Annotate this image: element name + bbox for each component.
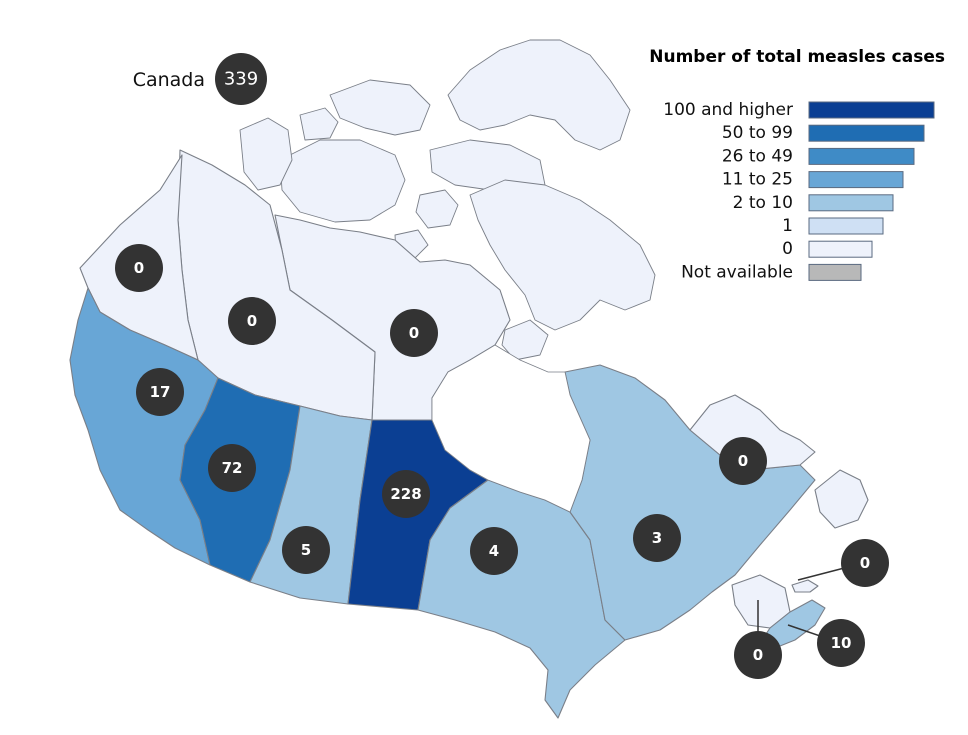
legend-swatch xyxy=(808,217,884,235)
region-newfoundland-island[interactable] xyxy=(814,469,869,529)
case-count: 17 xyxy=(150,383,171,401)
case-count: 72 xyxy=(222,459,243,477)
legend-swatch xyxy=(808,263,862,281)
legend-swatch xyxy=(808,124,925,142)
legend: Number of total measles cases 100 and hi… xyxy=(649,47,945,282)
arctic-islands xyxy=(239,39,656,361)
bubble-yukon: 0 xyxy=(115,244,163,292)
bubble-saskatchewan: 5 xyxy=(282,526,330,574)
legend-swatch xyxy=(808,101,935,119)
bubble-british-columbia: 17 xyxy=(136,368,184,416)
legend-swatch xyxy=(808,171,904,189)
southampton-island xyxy=(501,319,549,361)
case-count: 3 xyxy=(652,529,662,547)
banks-island xyxy=(239,117,293,191)
ellesmere-island xyxy=(447,39,631,151)
baffin-island xyxy=(469,179,656,331)
bubble-newfoundland-labrador: 0 xyxy=(719,437,767,485)
case-count: 0 xyxy=(753,646,763,664)
bubble-canada-total: 339 xyxy=(215,53,267,105)
melville-island xyxy=(299,107,339,141)
case-count: 0 xyxy=(738,452,748,470)
bubble-manitoba: 228 xyxy=(382,470,430,518)
legend-label: 0 xyxy=(782,239,793,259)
legend-label: 1 xyxy=(782,216,793,236)
national-label: Canada xyxy=(133,69,205,91)
legend-label: 2 to 10 xyxy=(733,193,793,213)
bubble-ontario: 4 xyxy=(470,527,518,575)
queen-elizabeth-islands xyxy=(329,79,431,136)
bubble-alberta: 72 xyxy=(208,444,256,492)
legend-title: Number of total measles cases xyxy=(649,47,945,67)
bubble-nunavut: 0 xyxy=(390,309,438,357)
legend-label: 11 to 25 xyxy=(722,170,793,190)
region-prince-edward-island[interactable] xyxy=(791,579,819,593)
case-count: 228 xyxy=(390,485,421,503)
legend-label: 50 to 99 xyxy=(722,123,793,143)
legend-swatch xyxy=(808,147,915,165)
legend-items: 100 and higher 50 to 99 26 to 49 11 to 25 2 … xyxy=(663,100,935,282)
region-saskatchewan[interactable] xyxy=(249,405,373,605)
legend-label: Not available xyxy=(681,262,793,282)
case-count: 0 xyxy=(134,259,144,277)
bubble-northwest-territories: 0 xyxy=(228,297,276,345)
bubble-prince-edward-island: 0 xyxy=(841,539,889,587)
legend-swatch xyxy=(808,194,894,212)
case-count: 10 xyxy=(831,634,852,652)
hudson-bay xyxy=(431,344,591,513)
bubble-new-brunswick: 0 xyxy=(734,631,782,679)
national-case-count: 339 xyxy=(224,69,258,90)
case-count: 4 xyxy=(489,542,499,560)
legend-label: 100 and higher xyxy=(663,100,793,120)
bubble-quebec: 3 xyxy=(633,514,681,562)
case-count: 5 xyxy=(301,541,311,559)
case-count: 0 xyxy=(409,324,419,342)
bubble-nova-scotia: 10 xyxy=(817,619,865,667)
legend-label: 26 to 49 xyxy=(722,146,793,166)
case-count: 0 xyxy=(860,554,870,572)
legend-swatch xyxy=(808,240,873,258)
victoria-island xyxy=(279,139,406,223)
somerset-island xyxy=(415,189,459,229)
case-count: 0 xyxy=(247,312,257,330)
